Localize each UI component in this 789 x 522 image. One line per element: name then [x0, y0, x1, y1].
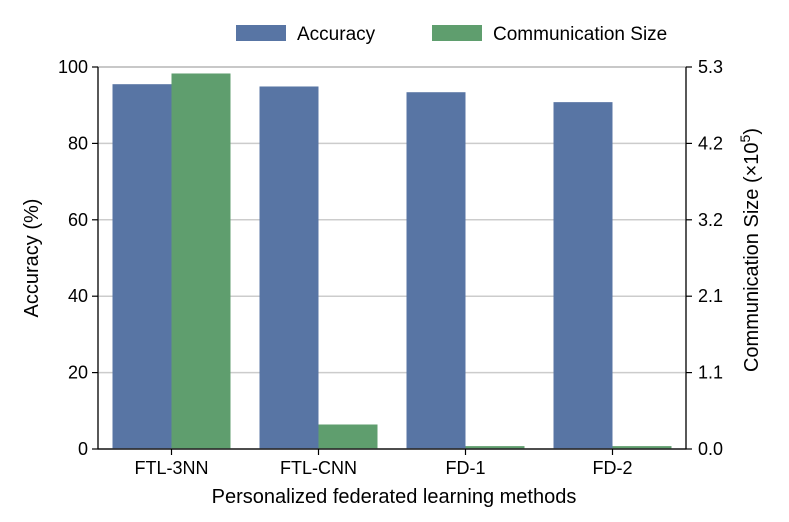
legend-label-accuracy: Accuracy: [297, 24, 376, 45]
legend-swatch-accuracy: [236, 25, 286, 41]
right-tick-label: 5.3: [698, 57, 723, 77]
right-tick-label: 1.1: [698, 363, 723, 383]
y2-axis-label-suffix: ): [741, 128, 763, 135]
left-tick-label: 100: [58, 57, 88, 77]
legend-label-communication-size: Communication Size: [493, 24, 667, 45]
x-axis-ticks: FTL-3NN FTL-CNN FD-1 FD-2: [134, 449, 633, 478]
right-axis-ticks: 0.0 1.1 2.1 3.2 4.2 5.3: [686, 57, 723, 459]
bar-accuracy-ftl-3nn: [112, 84, 172, 449]
x-axis-label: Personalized federated learning methods: [212, 486, 577, 508]
x-tick-label: FTL-CNN: [280, 458, 357, 478]
right-tick-label: 2.1: [698, 286, 723, 306]
left-tick-label: 80: [68, 133, 88, 153]
axes: [97, 66, 687, 450]
bar-accuracy-ftl-cnn: [259, 86, 319, 450]
left-axis-ticks: 0 20 40 60 80 100: [58, 57, 98, 459]
legend: Accuracy Communication Size: [236, 24, 667, 45]
legend-swatch-communication-size: [432, 25, 482, 41]
y2-axis-label: Communication Size (×105): [737, 128, 763, 372]
bar-communication-size-fd-2: [612, 446, 672, 449]
x-tick-label: FTL-3NN: [134, 458, 208, 478]
bars: [112, 73, 672, 450]
right-tick-label: 4.2: [698, 133, 723, 153]
right-tick-label: 0.0: [698, 439, 723, 459]
left-tick-label: 60: [68, 210, 88, 230]
bar-communication-size-fd-1: [465, 446, 525, 449]
y-axis-label: Accuracy (%): [21, 199, 43, 318]
bar-communication-size-ftl-3nn: [171, 73, 231, 450]
x-tick-label: FD-2: [593, 458, 633, 478]
bar-communication-size-ftl-cnn: [318, 424, 378, 449]
left-tick-label: 0: [78, 439, 88, 459]
y2-axis-label-prefix: Communication Size (×10: [741, 142, 763, 372]
right-tick-label: 3.2: [698, 210, 723, 230]
left-tick-label: 20: [68, 363, 88, 383]
y2-axis-label-exponent: 5: [737, 134, 753, 142]
bar-accuracy-fd-2: [553, 102, 613, 450]
bar-accuracy-fd-1: [406, 92, 466, 449]
x-tick-label: FD-1: [446, 458, 486, 478]
left-tick-label: 40: [68, 286, 88, 306]
